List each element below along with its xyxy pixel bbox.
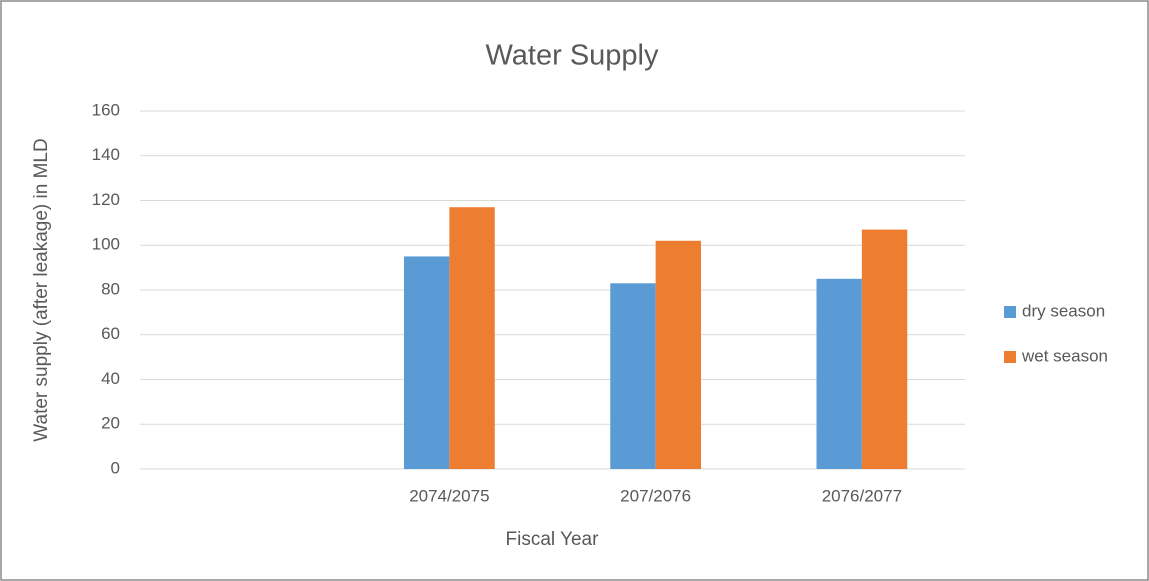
bar — [610, 283, 656, 469]
legend-label: dry season — [1022, 301, 1105, 320]
chart-title: Water Supply — [486, 40, 659, 72]
bar — [861, 229, 908, 469]
y-tick-label: 120 — [92, 190, 120, 209]
y-tick-label: 0 — [111, 458, 120, 477]
bar — [404, 256, 450, 469]
y-tick-label: 40 — [101, 369, 120, 388]
bar — [816, 278, 862, 469]
x-tick-label: 207/2076 — [620, 486, 691, 505]
bar — [655, 240, 701, 469]
y-tick-label: 20 — [101, 414, 120, 433]
y-tick-label: 80 — [101, 279, 120, 298]
legend-swatch — [1004, 351, 1016, 363]
bar — [449, 207, 495, 469]
y-tick-label: 60 — [101, 324, 120, 343]
legend-label: wet season — [1021, 346, 1108, 365]
y-tick-label: 160 — [92, 100, 120, 119]
y-axis-title: Water supply (after leakage) in MLD — [31, 138, 52, 441]
x-tick-label: 2074/2075 — [409, 486, 489, 505]
y-tick-label: 140 — [92, 145, 120, 164]
x-axis-title: Fiscal Year — [506, 529, 600, 550]
y-tick-label: 100 — [92, 235, 120, 254]
legend-swatch — [1004, 306, 1016, 318]
x-tick-label: 2076/2077 — [822, 486, 902, 505]
